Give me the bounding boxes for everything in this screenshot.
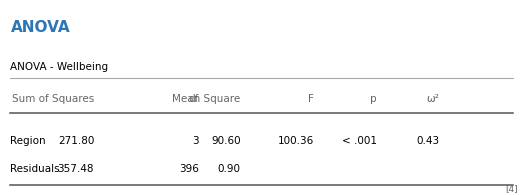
Text: df: df [188,94,199,104]
Text: F: F [308,94,314,104]
Text: < .001: < .001 [342,136,377,146]
Text: ANOVA: ANOVA [10,20,70,35]
Text: Mean Square: Mean Square [173,94,241,104]
Text: 0.90: 0.90 [218,164,241,174]
Text: ω²: ω² [426,94,439,104]
Text: 100.36: 100.36 [278,136,314,146]
Text: Residuals: Residuals [10,164,60,174]
Text: 3: 3 [192,136,199,146]
Text: 90.60: 90.60 [211,136,241,146]
Text: 0.43: 0.43 [416,136,439,146]
Text: Region: Region [10,136,46,146]
Text: p: p [370,94,377,104]
Text: Sum of Squares: Sum of Squares [12,94,94,104]
Text: ANOVA - Wellbeing: ANOVA - Wellbeing [10,62,109,72]
Text: 396: 396 [179,164,199,174]
Text: 271.80: 271.80 [58,136,94,146]
Text: [4]: [4] [505,184,518,193]
Text: 357.48: 357.48 [58,164,94,174]
